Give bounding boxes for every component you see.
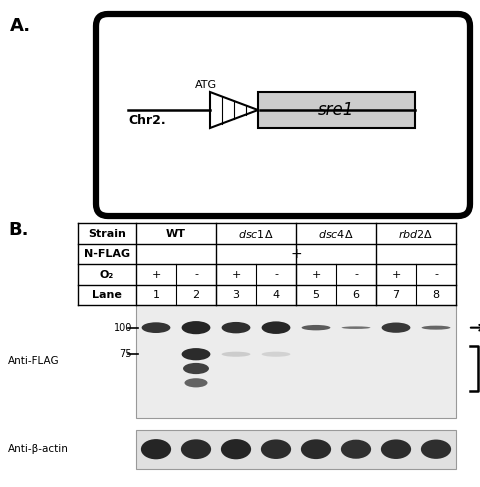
- Text: 8: 8: [432, 290, 439, 300]
- Ellipse shape: [180, 439, 211, 459]
- Text: -: -: [353, 269, 357, 280]
- Text: 3: 3: [232, 290, 239, 300]
- Text: Chr2.: Chr2.: [128, 114, 165, 127]
- FancyBboxPatch shape: [257, 92, 414, 128]
- Text: B.: B.: [8, 222, 28, 240]
- Text: A.: A.: [10, 17, 31, 35]
- Ellipse shape: [221, 352, 250, 357]
- Ellipse shape: [184, 378, 207, 388]
- Text: -: -: [193, 269, 198, 280]
- Bar: [136, 305, 455, 417]
- Text: $dsc4\Delta$: $dsc4\Delta$: [318, 228, 353, 240]
- Ellipse shape: [141, 322, 170, 333]
- Ellipse shape: [300, 439, 330, 459]
- Ellipse shape: [181, 348, 210, 360]
- Polygon shape: [210, 92, 257, 128]
- Text: 6: 6: [352, 290, 359, 300]
- Text: 100: 100: [113, 323, 132, 333]
- Ellipse shape: [261, 352, 290, 357]
- Text: 7: 7: [392, 290, 399, 300]
- Text: Strain: Strain: [88, 229, 126, 239]
- Ellipse shape: [381, 322, 409, 333]
- Bar: [136, 430, 455, 468]
- Text: WT: WT: [166, 229, 186, 239]
- Text: ATG: ATG: [194, 80, 216, 90]
- Text: $dsc1\Delta$: $dsc1\Delta$: [238, 228, 273, 240]
- Text: $rbd2\Delta$: $rbd2\Delta$: [397, 228, 433, 240]
- Ellipse shape: [380, 439, 410, 459]
- Text: O₂: O₂: [100, 269, 114, 280]
- Text: Anti-β-actin: Anti-β-actin: [8, 444, 69, 454]
- Text: 1: 1: [152, 290, 159, 300]
- Ellipse shape: [420, 440, 450, 459]
- Ellipse shape: [261, 321, 290, 334]
- Ellipse shape: [260, 439, 290, 459]
- Ellipse shape: [301, 325, 330, 330]
- Text: -: -: [433, 269, 437, 280]
- Text: 4: 4: [272, 290, 279, 300]
- Text: Lane: Lane: [92, 290, 122, 300]
- Text: +: +: [289, 247, 301, 261]
- Ellipse shape: [221, 322, 250, 334]
- Ellipse shape: [220, 439, 251, 459]
- Ellipse shape: [421, 326, 449, 330]
- Text: +: +: [231, 269, 240, 280]
- FancyBboxPatch shape: [96, 14, 469, 216]
- Ellipse shape: [141, 439, 171, 459]
- Text: 5: 5: [312, 290, 319, 300]
- Ellipse shape: [183, 363, 208, 374]
- Text: Anti-FLAG: Anti-FLAG: [8, 356, 60, 366]
- Text: +: +: [151, 269, 160, 280]
- Text: 75: 75: [119, 349, 132, 359]
- Text: -: -: [274, 269, 277, 280]
- Ellipse shape: [181, 321, 210, 334]
- Text: +: +: [311, 269, 320, 280]
- Ellipse shape: [341, 326, 370, 329]
- Text: +: +: [391, 269, 400, 280]
- Text: 2: 2: [192, 290, 199, 300]
- Text: N-FLAG: N-FLAG: [84, 249, 130, 259]
- Text: sre1: sre1: [318, 101, 354, 119]
- Ellipse shape: [340, 440, 371, 459]
